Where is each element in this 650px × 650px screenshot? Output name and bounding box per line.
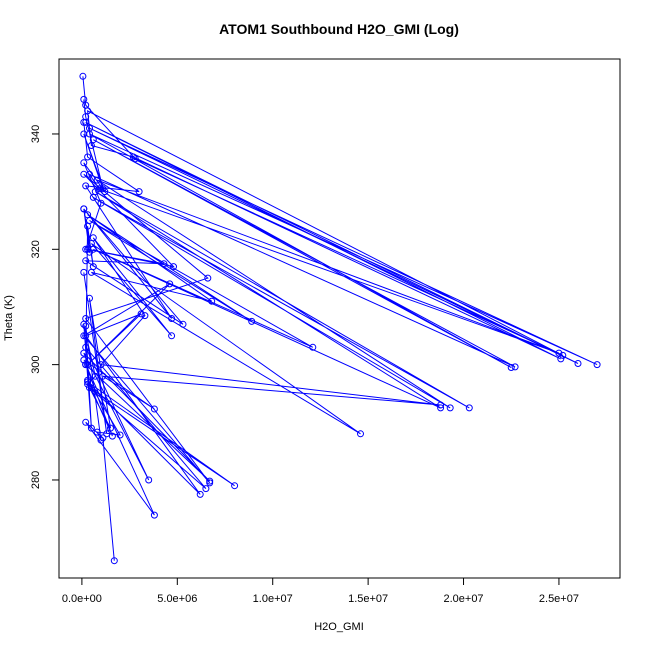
series-3 — [80, 95, 124, 444]
data-point — [84, 380, 92, 388]
y-tick-label: 280 — [30, 471, 42, 489]
data-point — [208, 297, 216, 305]
series-layer — [79, 72, 601, 565]
data-point — [437, 401, 445, 409]
data-point — [101, 188, 109, 196]
y-axis: 280 300 320 340 — [30, 125, 60, 489]
y-tick-label: 300 — [30, 355, 42, 373]
series-line — [82, 76, 598, 435]
x-tick-label: 5.0e+06 — [157, 593, 197, 605]
data-point — [86, 294, 93, 302]
data-point — [80, 268, 88, 276]
data-point — [108, 432, 116, 440]
x-tick-label: 2.0e+07 — [443, 593, 483, 605]
x-tick-label: 1.5e+07 — [348, 593, 388, 605]
data-point — [160, 260, 168, 268]
data-point — [79, 72, 87, 80]
data-point — [89, 136, 97, 144]
data-point — [150, 511, 158, 519]
data-point — [204, 274, 212, 282]
data-point — [82, 182, 90, 190]
data-point — [168, 315, 176, 322]
data-point — [80, 95, 88, 103]
data-point — [80, 159, 88, 167]
data-point — [206, 477, 214, 485]
data-point — [179, 320, 187, 328]
data-point — [91, 372, 99, 380]
data-point — [168, 332, 176, 340]
data-point — [511, 363, 519, 371]
data-point — [82, 322, 90, 330]
data-point — [145, 476, 153, 484]
series-line — [83, 122, 235, 561]
y-tick-label: 340 — [30, 125, 42, 143]
data-point — [84, 153, 92, 161]
data-point — [465, 404, 473, 412]
data-point — [446, 404, 454, 412]
data-point — [82, 418, 90, 426]
data-point — [131, 155, 139, 163]
data-point — [248, 317, 256, 325]
data-point — [170, 263, 177, 271]
data-point — [89, 263, 97, 271]
data-point — [82, 113, 90, 121]
data-point — [437, 404, 445, 412]
data-point — [107, 424, 114, 432]
data-point — [574, 360, 582, 367]
data-point — [86, 248, 93, 256]
data-point — [150, 405, 158, 413]
x-tick-label: 1.0e+07 — [253, 593, 293, 605]
data-point — [80, 170, 88, 178]
data-point — [80, 320, 88, 328]
data-point — [309, 343, 317, 351]
data-point — [166, 280, 174, 288]
data-point — [129, 153, 137, 161]
data-point — [103, 430, 111, 438]
data-point — [93, 428, 101, 436]
data-point — [507, 364, 515, 371]
data-point — [559, 351, 567, 359]
data-point — [110, 557, 118, 565]
x-tick-label: 2.5e+07 — [539, 593, 579, 605]
data-point — [97, 436, 105, 444]
data-point — [116, 431, 124, 439]
data-point — [137, 310, 145, 318]
data-point — [135, 188, 143, 196]
data-point — [82, 257, 90, 265]
data-point — [84, 376, 92, 384]
chart-title: ATOM1 Southbound H2O_GMI (Log) — [219, 21, 459, 37]
data-point — [87, 424, 95, 432]
data-point — [231, 482, 239, 490]
x-axis: 0.0e+00 5.0e+06 1.0e+07 1.5e+07 2.0e+07 2.5e+… — [62, 577, 579, 605]
data-point — [357, 430, 364, 438]
data-point — [82, 361, 90, 369]
x-tick-label: 0.0e+00 — [62, 593, 102, 605]
x-axis-label: H2O_GMI — [314, 621, 364, 633]
data-point — [97, 199, 105, 207]
data-point — [196, 490, 204, 498]
data-point — [84, 222, 92, 230]
data-point — [555, 349, 563, 357]
data-point — [593, 361, 601, 369]
data-point — [80, 130, 88, 138]
data-point — [80, 205, 88, 213]
data-point — [141, 312, 149, 320]
data-point — [202, 485, 210, 493]
series-1 — [79, 72, 601, 438]
data-point — [89, 234, 97, 242]
y-axis-label: Theta (K) — [3, 295, 15, 341]
y-tick-label: 320 — [30, 240, 42, 258]
